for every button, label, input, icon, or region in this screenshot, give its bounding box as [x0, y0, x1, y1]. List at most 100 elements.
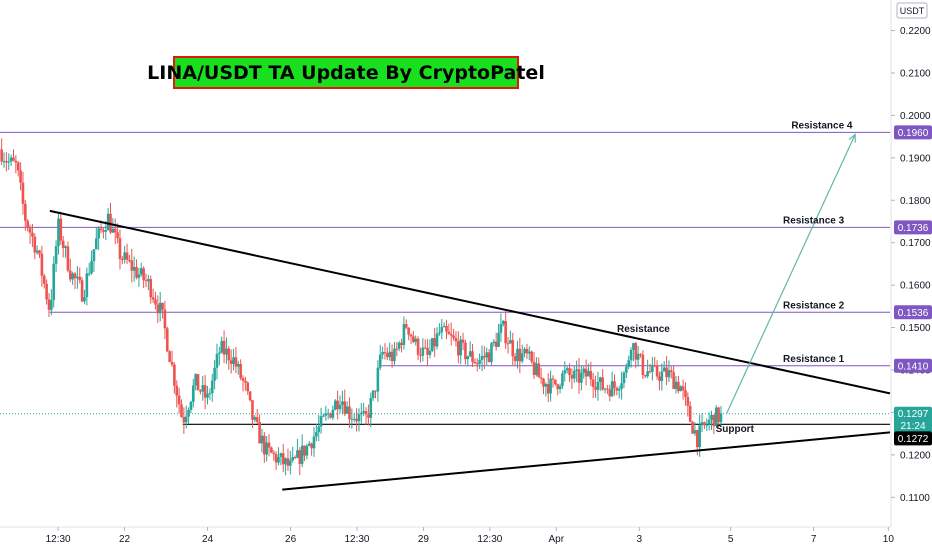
candle-body-175 — [414, 338, 418, 342]
annotation-label-5: Resistance — [617, 324, 670, 335]
candle-body-303 — [717, 407, 720, 423]
x-tick-label-9: 5 — [728, 534, 734, 545]
candle-body-19 — [45, 283, 48, 300]
annotation-label-6: Support — [716, 424, 755, 435]
candle-body-15 — [35, 250, 39, 253]
candle-body-94 — [222, 340, 226, 355]
candle-body-293 — [693, 430, 697, 434]
x-tick-label-7: Apr — [548, 534, 564, 545]
candle-body-47 — [111, 228, 115, 233]
candle-body-110 — [260, 435, 264, 444]
candle-body-257 — [608, 389, 612, 397]
ascending-support-trendline — [282, 431, 891, 491]
candle-body-55 — [130, 260, 134, 271]
y-tick-label-5: 0.1600 — [900, 281, 931, 292]
candle-body-114 — [270, 447, 273, 453]
candle-body-10 — [24, 203, 27, 221]
candle-body-292 — [691, 421, 694, 434]
candle-body-231 — [546, 383, 550, 394]
candle-body-196 — [464, 342, 467, 360]
candle-body-17 — [40, 253, 44, 276]
candle-body-155 — [367, 414, 370, 418]
candle-body-62 — [147, 279, 150, 282]
candle-body-254 — [601, 377, 604, 390]
candle-body-203 — [480, 356, 484, 360]
candle-body-35 — [83, 297, 86, 302]
candle-body-152 — [360, 412, 363, 415]
candle-body-33 — [78, 276, 82, 281]
candle-body-130 — [307, 443, 311, 446]
candle-body-169 — [400, 342, 403, 345]
candle-body-119 — [281, 453, 285, 465]
candle-body-111 — [263, 435, 266, 455]
candle-body-71 — [168, 351, 171, 362]
candle-body-77 — [182, 416, 186, 423]
candle-body-222 — [525, 348, 529, 354]
candle-body-182 — [430, 338, 434, 351]
candle-body-118 — [279, 453, 283, 457]
candle-body-14 — [33, 236, 37, 253]
candle-body-218 — [516, 348, 519, 362]
candle-body-177 — [419, 354, 422, 356]
candle-body-269 — [636, 353, 640, 360]
candle-body-191 — [452, 335, 455, 339]
y-tick-label-11: 0.2200 — [900, 26, 931, 37]
candle-body-100 — [236, 363, 240, 367]
currency-box[interactable] — [896, 2, 928, 19]
resistance-price-badge-2 — [894, 220, 932, 235]
candle-body-50 — [118, 238, 122, 259]
candle-body-299 — [707, 419, 711, 425]
candle-body-198 — [468, 351, 472, 357]
candle-body-39 — [92, 249, 96, 262]
candle-body-279 — [660, 371, 664, 381]
candle-body-295 — [698, 425, 701, 448]
candle-body-240 — [568, 368, 571, 376]
x-tick-label-10: 7 — [811, 534, 817, 545]
candle-body-95 — [225, 348, 228, 355]
candle-body-0 — [0, 149, 3, 162]
candle-body-289 — [684, 390, 687, 397]
candle-body-176 — [416, 338, 420, 355]
candle-body-181 — [428, 350, 432, 355]
y-tick-label-1: 0.1200 — [900, 450, 931, 461]
candle-body-102 — [241, 378, 245, 381]
candle-body-236 — [558, 386, 562, 390]
candle-body-216 — [511, 340, 515, 357]
candle-body-190 — [449, 334, 453, 336]
x-tick-label-5: 29 — [418, 534, 430, 545]
candle-body-93 — [220, 340, 224, 353]
candle-body-226 — [535, 363, 538, 375]
candle-body-224 — [530, 351, 533, 362]
candle-body-286 — [677, 381, 680, 392]
candle-body-137 — [324, 413, 328, 416]
candle-body-88 — [208, 393, 212, 395]
candle-body-48 — [113, 228, 117, 233]
candle-body-147 — [348, 406, 351, 420]
resistance-price-badge-3 — [894, 305, 932, 320]
candle-body-282 — [667, 370, 671, 378]
resistance-price-label-4: 0.1410 — [898, 361, 929, 372]
x-tick-label-0: 12:30 — [46, 534, 71, 545]
candle-body-227 — [537, 363, 541, 378]
candle-body-174 — [412, 336, 415, 342]
candle-body-2 — [5, 161, 8, 163]
candle-body-245 — [580, 372, 583, 383]
candle-body-98 — [232, 357, 235, 364]
candle-body-32 — [76, 276, 79, 279]
candle-body-25 — [59, 218, 63, 241]
candle-body-264 — [625, 366, 628, 373]
candle-body-294 — [696, 430, 699, 448]
candle-body-40 — [95, 238, 98, 250]
candle-body-252 — [596, 381, 600, 390]
x-tick-label-8: 3 — [636, 534, 642, 545]
candle-body-60 — [142, 268, 145, 281]
candle-body-99 — [234, 357, 238, 367]
candle-body-9 — [21, 182, 25, 204]
candle-body-210 — [497, 332, 500, 347]
candle-body-124 — [293, 457, 297, 459]
projection-arrow-line — [725, 134, 856, 414]
candle-body-56 — [132, 266, 136, 271]
candle-body-104 — [246, 382, 250, 392]
support-price-badge — [894, 431, 932, 446]
